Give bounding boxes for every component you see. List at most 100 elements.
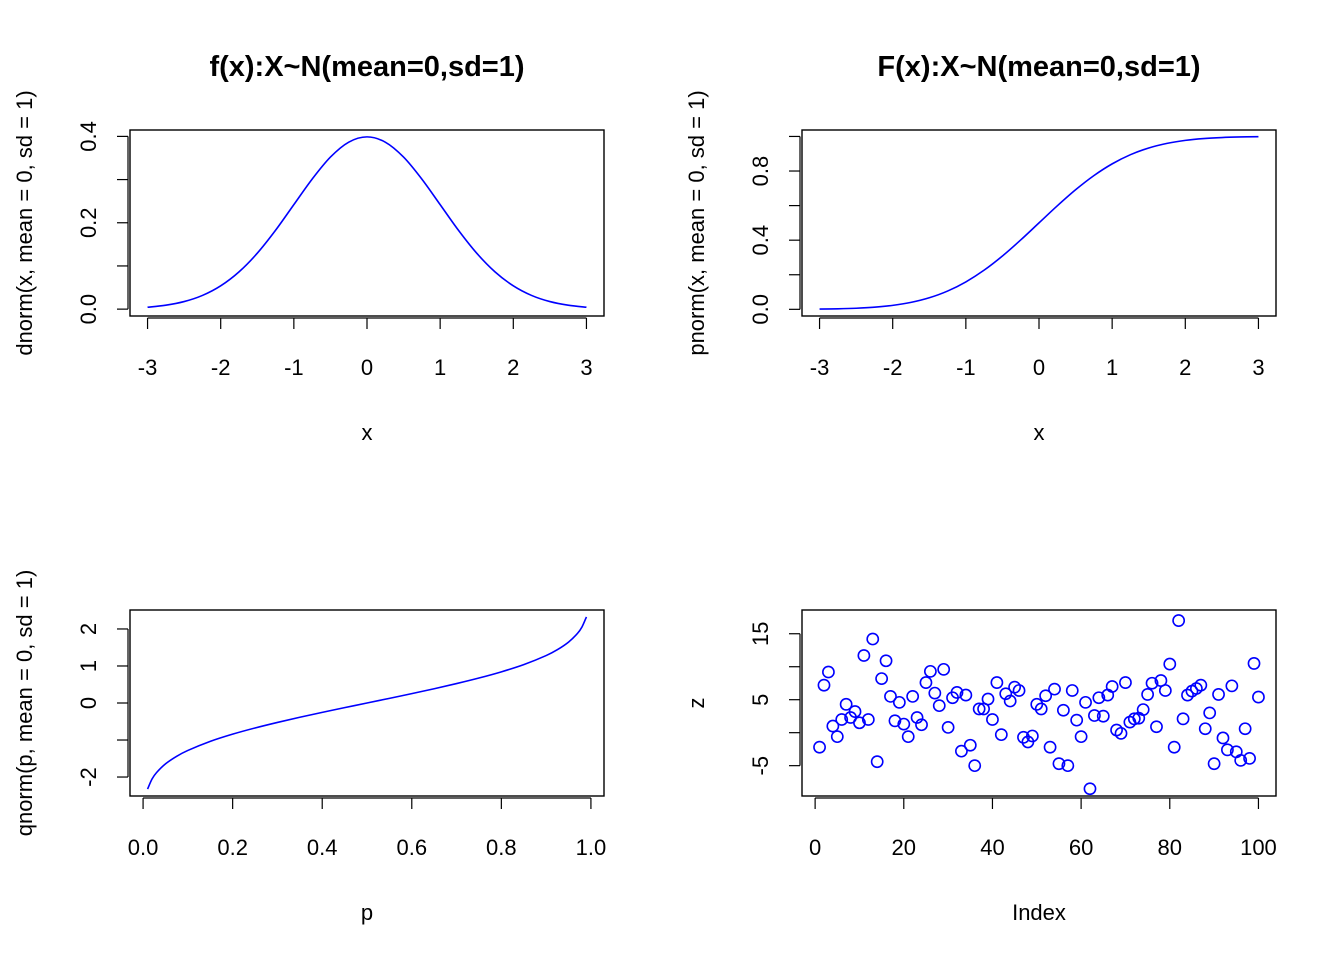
- x-tick-label: 0.2: [217, 835, 248, 860]
- y-axis-label: dnorm(x, mean = 0, sd = 1): [12, 90, 37, 355]
- scatter-point: [959, 688, 973, 702]
- scatter-point: [950, 686, 964, 699]
- scatter-point: [813, 740, 826, 754]
- scatter-point: [1136, 703, 1150, 716]
- scatter-point: [830, 730, 844, 744]
- x-tick-label: 80: [1158, 835, 1182, 860]
- scatter-point: [1167, 740, 1181, 754]
- scatter-point: [1203, 706, 1217, 720]
- scatter-point: [1141, 688, 1155, 701]
- plot-panel-quantile: 0.0 0.2 0.4 0.6 0.8 1.0 -2 0 1 2 p qnorm(p, mean = …: [12, 570, 606, 925]
- x-tick-label: 2: [507, 355, 519, 380]
- scatter-point: [1048, 682, 1061, 696]
- x-tick-label: 0: [1033, 355, 1045, 380]
- y-tick-label: -5: [748, 756, 773, 776]
- x-tick-label: 2: [1179, 355, 1191, 380]
- x-axis-label: p: [361, 900, 373, 925]
- scatter-point: [1034, 702, 1048, 716]
- scatter-point: [906, 690, 920, 703]
- x-tick-label: -3: [810, 355, 830, 380]
- scatter-point: [937, 662, 951, 676]
- scatter-point: [1194, 678, 1208, 692]
- scatter-point: [1252, 690, 1265, 704]
- scatter-point: [839, 697, 853, 711]
- scatter-point: [826, 719, 840, 733]
- scatter-point: [1247, 657, 1261, 670]
- scatter-point: [901, 730, 915, 744]
- scatter-point: [955, 744, 968, 758]
- scatter-point: [1061, 759, 1075, 773]
- scatter-point: [879, 654, 893, 668]
- scatter-point: [1145, 676, 1159, 690]
- scatter-point: [1221, 743, 1234, 757]
- chart-title: F(x):X~N(mean=0,sd=1): [877, 51, 1200, 83]
- scatter-point: [1025, 729, 1039, 743]
- plot-frame: [129, 609, 605, 797]
- scatter-point: [817, 678, 831, 692]
- x-tick-label: 3: [580, 355, 592, 380]
- x-axis-label: x: [1034, 420, 1045, 445]
- scatter-point: [928, 686, 942, 700]
- plot-panel-cdf: F(x):X~N(mean=0,sd=1) -3 -2 -1 0 1 2 3 0.0 0.4 0.8…: [684, 51, 1277, 445]
- scatter-point: [866, 632, 880, 646]
- scatter-point: [923, 664, 937, 678]
- scatter-point: [1043, 740, 1057, 754]
- x-tick-label: -2: [211, 355, 231, 380]
- scatter-point: [1176, 712, 1190, 726]
- scatter-point: [1225, 679, 1239, 693]
- plot-frame: [801, 609, 1277, 797]
- scatter-point: [1012, 684, 1026, 697]
- scatter-point: [870, 755, 884, 769]
- scatter-point: [835, 713, 849, 726]
- scatter-point: [1074, 730, 1088, 744]
- x-tick-label: 0: [361, 355, 373, 380]
- scatter-point: [892, 695, 906, 709]
- y-tick-label: 0.2: [76, 207, 101, 238]
- scatter-point: [1030, 697, 1044, 711]
- scatter-point: [1092, 691, 1106, 705]
- x-tick-label: -3: [138, 355, 158, 380]
- x-tick-label: 1.0: [576, 835, 607, 860]
- scatter-point: [999, 687, 1013, 701]
- scatter-point: [941, 721, 955, 734]
- x-tick-label: 0: [809, 835, 821, 860]
- plot-panel-scatter: 0 20 40 60 80 100 -5 5 15 Index z: [684, 609, 1277, 925]
- scatter-point: [822, 665, 835, 679]
- scatter-point: [919, 676, 933, 689]
- y-tick-label: 0.4: [748, 225, 773, 256]
- scatter-point: [1243, 752, 1256, 765]
- plot-frame: [129, 129, 605, 317]
- scatter-point: [1158, 684, 1172, 697]
- x-tick-label: 20: [892, 835, 916, 860]
- y-axis-label: pnorm(x, mean = 0, sd = 1): [684, 90, 709, 355]
- scatter-point: [897, 717, 911, 731]
- x-tick-label: 1: [1106, 355, 1118, 380]
- x-tick-label: 0.0: [128, 835, 159, 860]
- scatter-point: [968, 759, 982, 773]
- y-tick-label: 1: [76, 660, 101, 672]
- x-tick-label: -1: [284, 355, 304, 380]
- scatter-point: [1198, 722, 1212, 736]
- scatter-point: [1119, 676, 1132, 689]
- scatter-point: [857, 649, 871, 662]
- scatter-point: [1181, 688, 1194, 702]
- scatter-point: [1065, 684, 1079, 697]
- x-tick-label: 100: [1240, 835, 1277, 860]
- x-tick-label: 40: [980, 835, 1004, 860]
- x-tick-label: -2: [883, 355, 903, 380]
- scatter-point: [1105, 680, 1119, 693]
- scatter-point: [1212, 688, 1225, 701]
- y-tick-label: 0: [76, 697, 101, 709]
- scatter-point: [981, 692, 995, 706]
- scatter-point: [1172, 614, 1186, 627]
- scatter-point: [1088, 709, 1101, 722]
- y-tick-label: 0.4: [76, 121, 101, 152]
- plot-panel-density: f(x):X~N(mean=0,sd=1) -3 -2 -1 0 1 2 3 0.0 0.2 0.4…: [12, 51, 605, 445]
- scatter-point: [884, 690, 897, 703]
- y-tick-label: 0.0: [76, 294, 101, 325]
- y-axis-label: z: [684, 698, 709, 709]
- series-line: [146, 616, 588, 790]
- scatter-point: [1079, 695, 1092, 709]
- scatter-point: [1056, 703, 1070, 717]
